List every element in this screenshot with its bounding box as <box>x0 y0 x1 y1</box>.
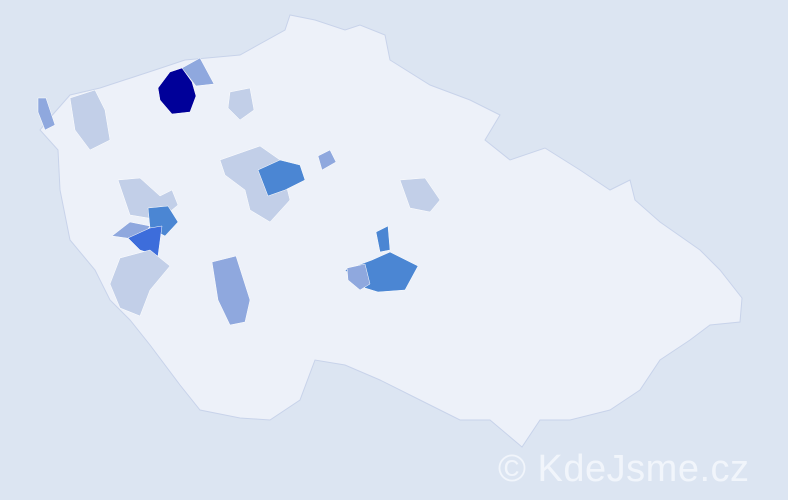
district-region[interactable] <box>127 225 163 257</box>
district-region[interactable] <box>399 177 441 213</box>
district-region[interactable] <box>317 149 337 171</box>
country-outline <box>39 14 743 448</box>
watermark: © KdeJsme.cz <box>498 448 750 490</box>
district-region[interactable] <box>37 97 56 131</box>
district-region[interactable] <box>375 225 391 253</box>
district-region[interactable] <box>69 89 111 151</box>
district-region[interactable] <box>211 255 251 326</box>
district-region[interactable] <box>181 57 215 87</box>
district-region[interactable] <box>109 249 171 317</box>
district-region[interactable] <box>227 87 255 121</box>
district-region[interactable] <box>257 159 306 197</box>
district-region[interactable] <box>157 67 197 115</box>
district-region[interactable] <box>346 263 371 291</box>
